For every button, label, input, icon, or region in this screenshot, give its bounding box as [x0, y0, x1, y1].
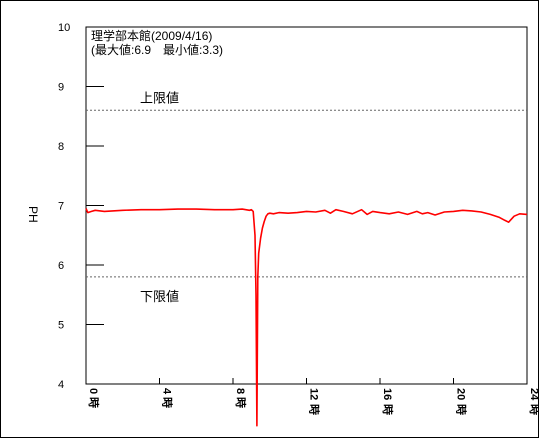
- x-tick-suffix: 時: [528, 404, 538, 415]
- y-tick-label: 10: [58, 22, 70, 34]
- x-tick-label-group: 16 時: [381, 388, 395, 415]
- x-tick-suffix: 時: [308, 404, 322, 415]
- labels-layer: 理学部本館(2009/4/16) (最大値:6.9 最小値:3.3) PH: [26, 28, 223, 223]
- reference-line-label: 下限値: [140, 289, 179, 304]
- x-tick-label: 0: [87, 388, 99, 394]
- reference-line-label: 上限値: [140, 90, 179, 105]
- x-tick-label-group: 20 時: [455, 388, 469, 415]
- x-tick-suffix: 時: [87, 397, 101, 408]
- axes: 456789100時4時8時12時16時20時24時: [58, 22, 538, 415]
- chart-subtitle: (最大値:6.9 最小値:3.3): [91, 42, 223, 57]
- x-tick-suffix: 時: [161, 397, 175, 408]
- x-tick-suffix: 時: [455, 404, 469, 415]
- x-tick-label-group: 24 時: [528, 388, 538, 415]
- x-tick-label-group: 8時: [234, 388, 248, 408]
- y-tick-label: 6: [58, 260, 64, 272]
- y-tick-label: 9: [58, 82, 64, 94]
- y-axis-label: PH: [26, 206, 40, 223]
- x-tick-label-group: 4時: [161, 388, 175, 408]
- x-tick-label: 24: [528, 388, 538, 401]
- y-tick-label: 7: [58, 201, 64, 213]
- series-layer: [85, 208, 528, 427]
- x-tick-label: 12: [308, 388, 320, 400]
- x-tick-suffix: 時: [234, 397, 248, 408]
- x-tick-label-group: 0時: [87, 388, 101, 408]
- ph-series-line: [85, 208, 528, 427]
- x-tick-label: 16: [381, 388, 393, 400]
- y-tick-label: 8: [58, 141, 64, 153]
- x-tick-label: 8: [234, 388, 246, 394]
- x-tick-label: 20: [455, 388, 467, 400]
- x-tick-suffix: 時: [381, 404, 395, 415]
- x-tick-label-group: 12 時: [308, 388, 322, 415]
- plot-border: [85, 26, 528, 385]
- y-tick-label: 4: [58, 379, 64, 391]
- y-tick-label: 5: [58, 320, 64, 332]
- x-tick-label: 4: [161, 388, 173, 395]
- chart-title: 理学部本館(2009/4/16): [91, 28, 212, 43]
